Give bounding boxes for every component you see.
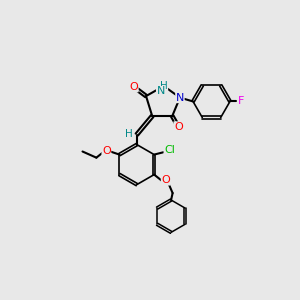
Text: O: O (102, 146, 111, 156)
Text: Cl: Cl (164, 145, 175, 155)
Text: H: H (125, 129, 133, 139)
Text: F: F (238, 96, 245, 106)
Text: H: H (160, 81, 168, 91)
Text: N: N (176, 93, 184, 103)
Text: O: O (161, 175, 170, 185)
Text: O: O (129, 82, 138, 92)
Text: O: O (174, 122, 183, 132)
Text: N: N (157, 86, 165, 96)
